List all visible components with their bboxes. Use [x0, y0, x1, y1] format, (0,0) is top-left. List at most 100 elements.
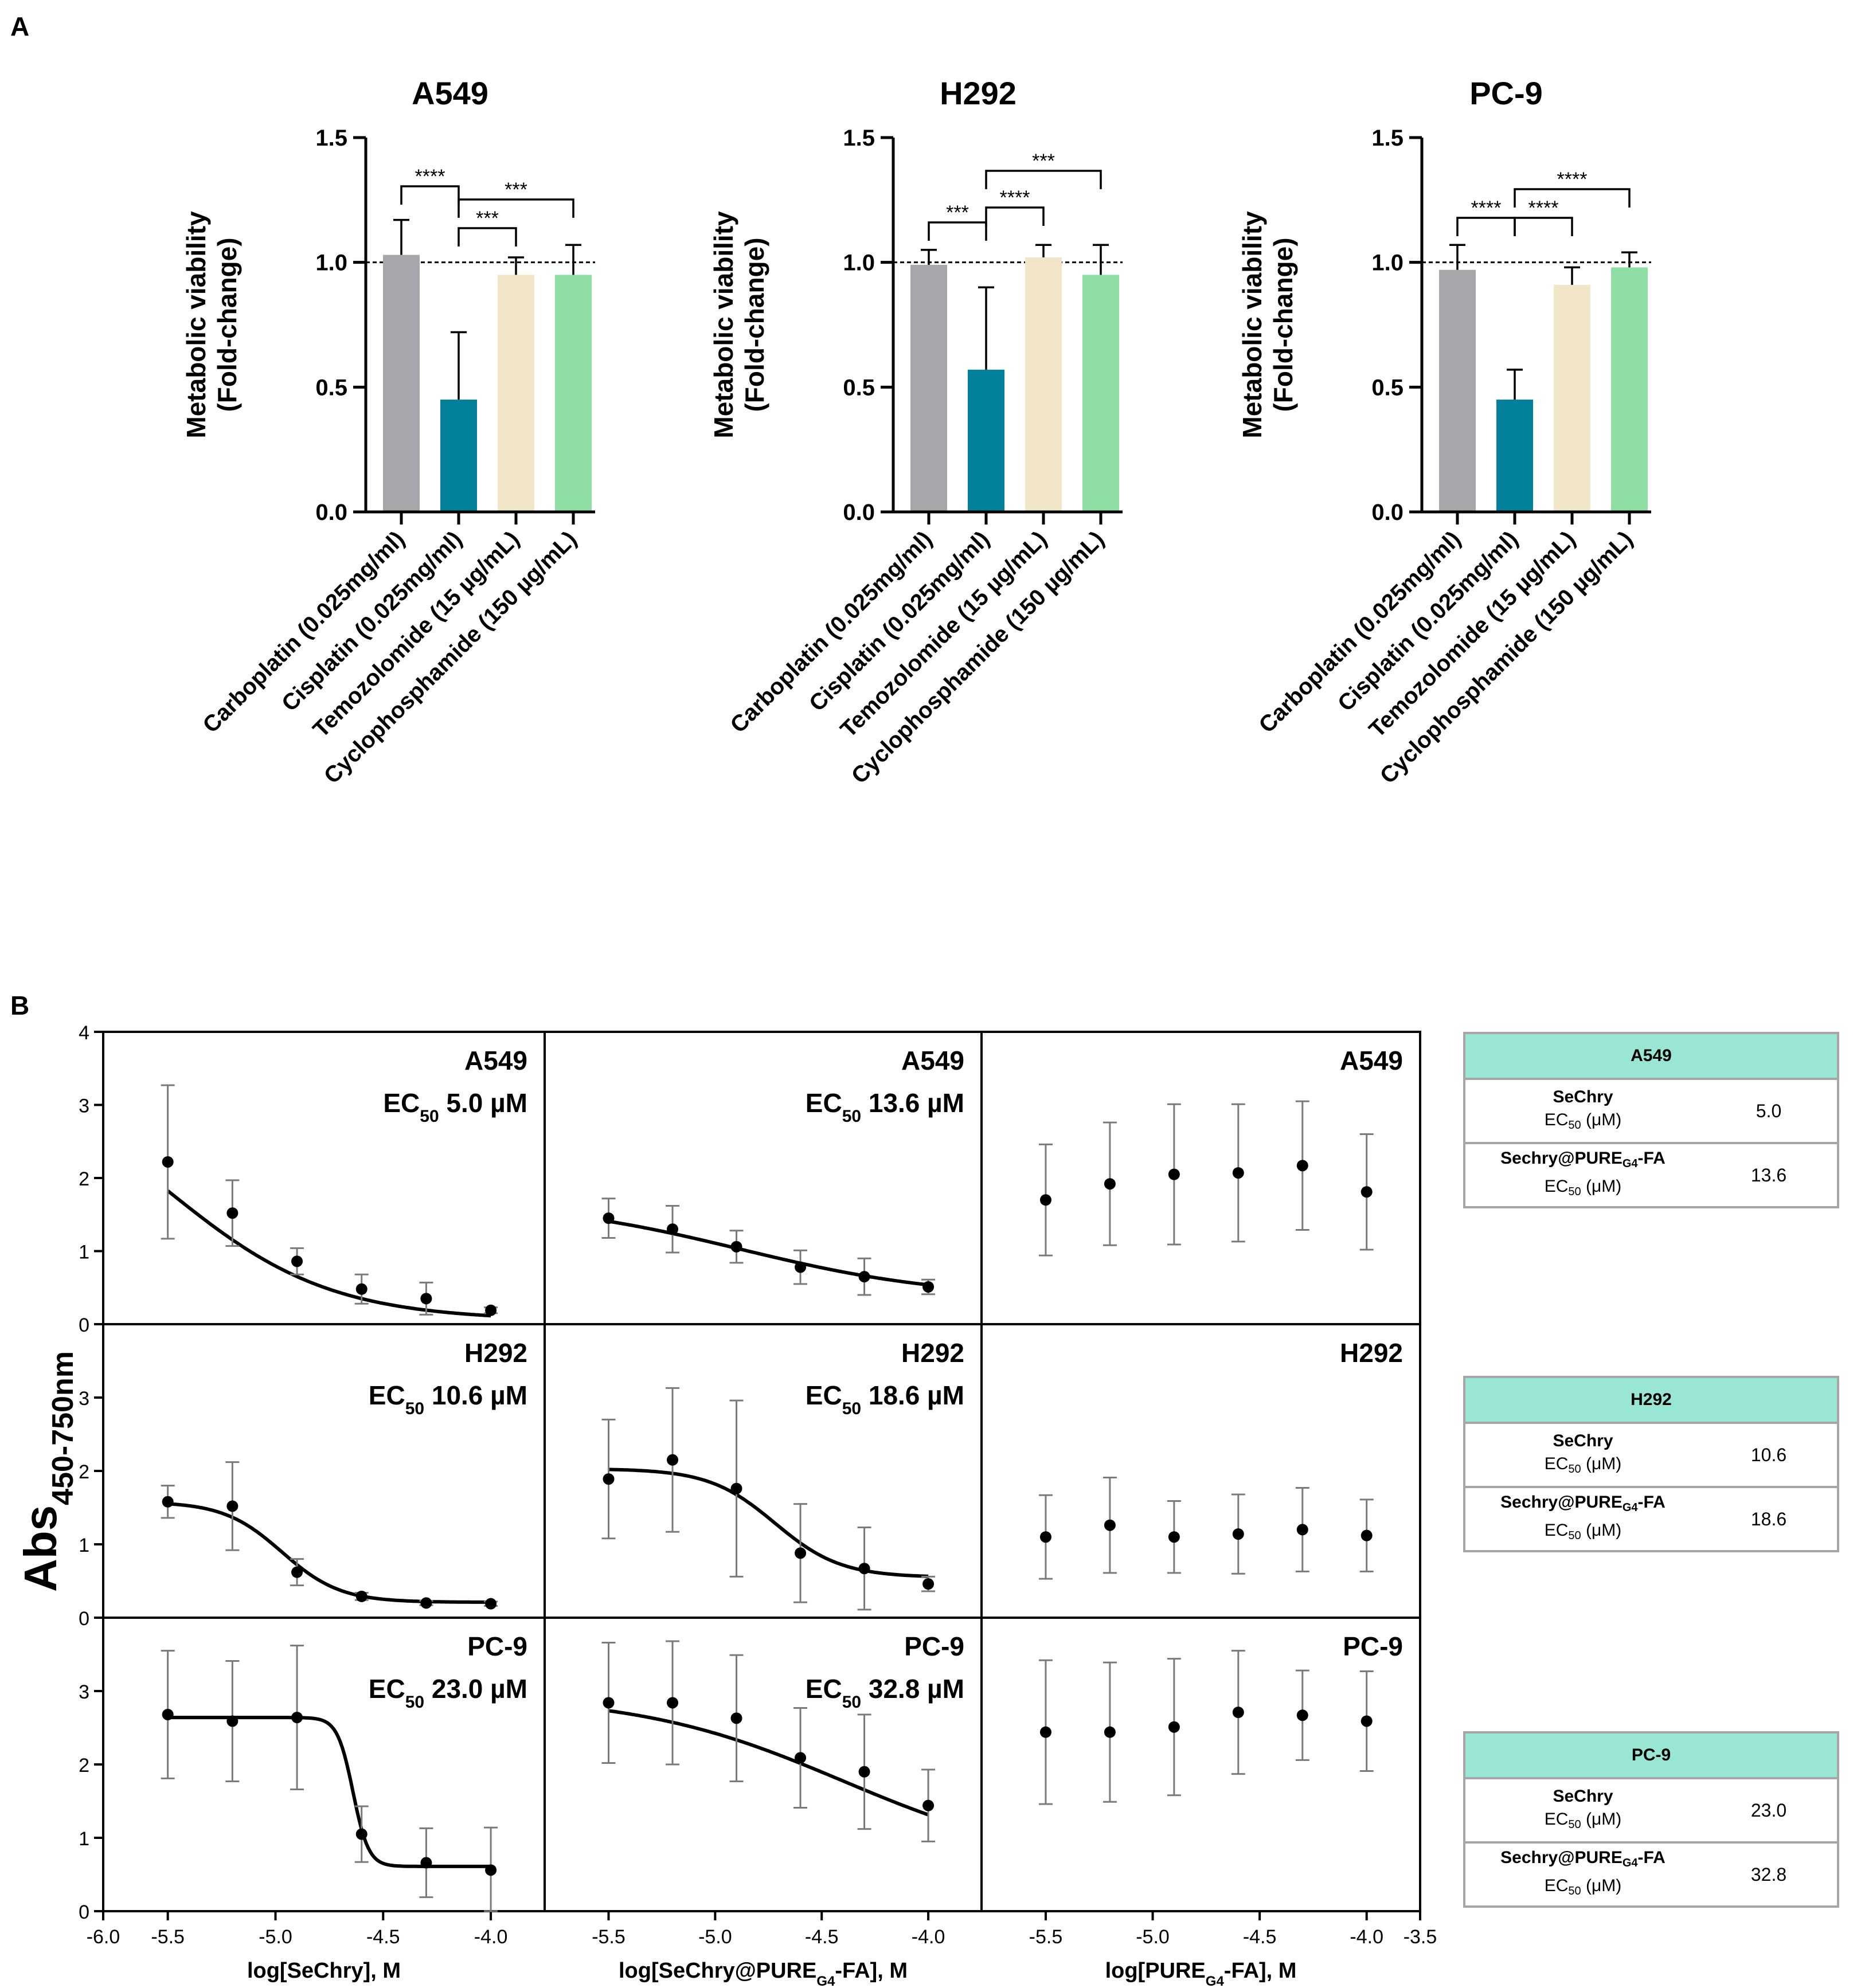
data-point [1296, 1524, 1308, 1536]
y-tick-label: 0.0 [315, 500, 347, 525]
data-point [603, 1212, 615, 1224]
data-point [667, 1697, 679, 1709]
x-tick-label: -5.0 [698, 1926, 732, 1948]
data-point [485, 1304, 497, 1316]
dose-response-pc-9-1: PC-9 EC50 32.8 µM [601, 1631, 964, 1842]
data-point [795, 1752, 807, 1764]
bar-chart-pc-9: PC-9 0.0 0.5 1.0 1.5 Metabolic viability(Fold… [1237, 75, 1651, 789]
x-tick-label: -4.5 [366, 1926, 400, 1948]
data-point [226, 1500, 239, 1512]
bar [968, 369, 1004, 512]
fit-curve [608, 1467, 929, 1578]
y-axis-label: Abs450-750nm [15, 1351, 80, 1592]
significance-bracket [1456, 217, 1516, 236]
significance-bracket [400, 185, 460, 205]
data-point [420, 1293, 432, 1305]
x-tick-label: -5.0 [259, 1926, 292, 1948]
data-point [1039, 1531, 1051, 1543]
cell-line-label: A549 [901, 1046, 964, 1075]
data-point [1168, 1168, 1180, 1180]
data-point [1361, 1715, 1373, 1727]
bar [1496, 400, 1533, 512]
significance-label: *** [1032, 150, 1055, 172]
x-axis-label: log[SeChry@PUREG4-FA], M [619, 1959, 908, 1988]
cell-line-label: H292 [464, 1338, 527, 1368]
data-point [730, 1482, 742, 1494]
fit-curve [167, 1716, 491, 1868]
cell-line-label: H292 [1340, 1338, 1403, 1368]
x-tick-label: -5.5 [151, 1926, 185, 1948]
data-point [355, 1283, 368, 1295]
dose-response-h292-2: H292 [1038, 1338, 1403, 1580]
data-point [858, 1271, 870, 1283]
cell-line-label: PC-9 [1343, 1631, 1403, 1661]
data-point [922, 1799, 935, 1811]
fit-curve [608, 1219, 929, 1287]
dose-response-h292-0: H292 EC50 10.6 µM [161, 1338, 527, 1610]
y-tick-label: 1 [79, 1828, 89, 1850]
dose-response-pc-9-2: PC-9 [1038, 1631, 1403, 1805]
y-tick-label: 3 [79, 1388, 89, 1410]
significance-bracket [458, 198, 574, 218]
data-point [667, 1223, 679, 1235]
y-tick-label: 0 [79, 1608, 89, 1630]
significance-bracket [985, 170, 1102, 189]
cell-line-label: A549 [1340, 1046, 1403, 1075]
bar [1439, 269, 1476, 512]
bar [1025, 257, 1062, 512]
bar [1554, 284, 1590, 512]
x-tick-label: -6.0 [87, 1926, 120, 1948]
x-tick-label: -4.5 [1243, 1926, 1277, 1948]
cell-line-label: PC-9 [904, 1631, 964, 1661]
x-tick-label: -5.5 [592, 1926, 625, 1948]
data-point [291, 1712, 303, 1724]
y-tick-label: 1 [79, 1242, 89, 1263]
y-axis-label: Metabolic viability(Fold-change) [709, 211, 769, 439]
data-point [1168, 1531, 1180, 1543]
data-point [858, 1766, 870, 1778]
data-point [858, 1563, 870, 1575]
significance-label: **** [1471, 197, 1502, 219]
y-tick-label: 0 [79, 1901, 89, 1923]
significance-label: **** [1000, 187, 1030, 209]
data-point [355, 1828, 368, 1840]
data-point [162, 1496, 174, 1508]
significance-bracket [458, 227, 517, 246]
x-tick-label: -3.5 [1403, 1926, 1437, 1948]
significance-bracket [1514, 188, 1631, 208]
dose-response-a549-2: A549 [1038, 1046, 1403, 1257]
y-tick-label: 0.5 [1371, 375, 1403, 400]
data-point [1296, 1160, 1308, 1172]
data-point [1232, 1707, 1244, 1719]
dose-response-a549-1: A549 EC50 13.6 µM [601, 1046, 964, 1296]
ec50-label: EC50 32.8 µM [806, 1674, 964, 1712]
bar [440, 400, 477, 512]
y-tick-label: 4 [79, 1022, 89, 1044]
y-tick-label: 1.0 [1371, 251, 1403, 276]
y-tick-label: 3 [79, 1681, 89, 1703]
panel-label-a: A [10, 11, 29, 41]
data-point [1104, 1726, 1116, 1738]
x-tick-label: -5.5 [1029, 1926, 1063, 1948]
bar [383, 255, 420, 512]
data-point [730, 1712, 742, 1724]
data-point [1039, 1194, 1051, 1206]
data-point [1104, 1519, 1116, 1531]
data-point [922, 1281, 935, 1293]
y-tick-label: 1.5 [315, 126, 347, 151]
data-point [730, 1240, 742, 1253]
data-point [226, 1207, 239, 1219]
data-point [1232, 1528, 1244, 1540]
data-point [667, 1454, 679, 1466]
data-point [795, 1547, 807, 1559]
fit-curve [166, 1189, 491, 1318]
x-tick-label: -4.5 [805, 1926, 839, 1948]
y-tick-label: 1.0 [843, 251, 875, 276]
data-point [355, 1590, 368, 1602]
bar [555, 275, 592, 512]
y-tick-label: 0.0 [843, 500, 875, 525]
data-point [485, 1864, 497, 1876]
data-point [162, 1156, 174, 1168]
significance-bracket [928, 221, 987, 241]
